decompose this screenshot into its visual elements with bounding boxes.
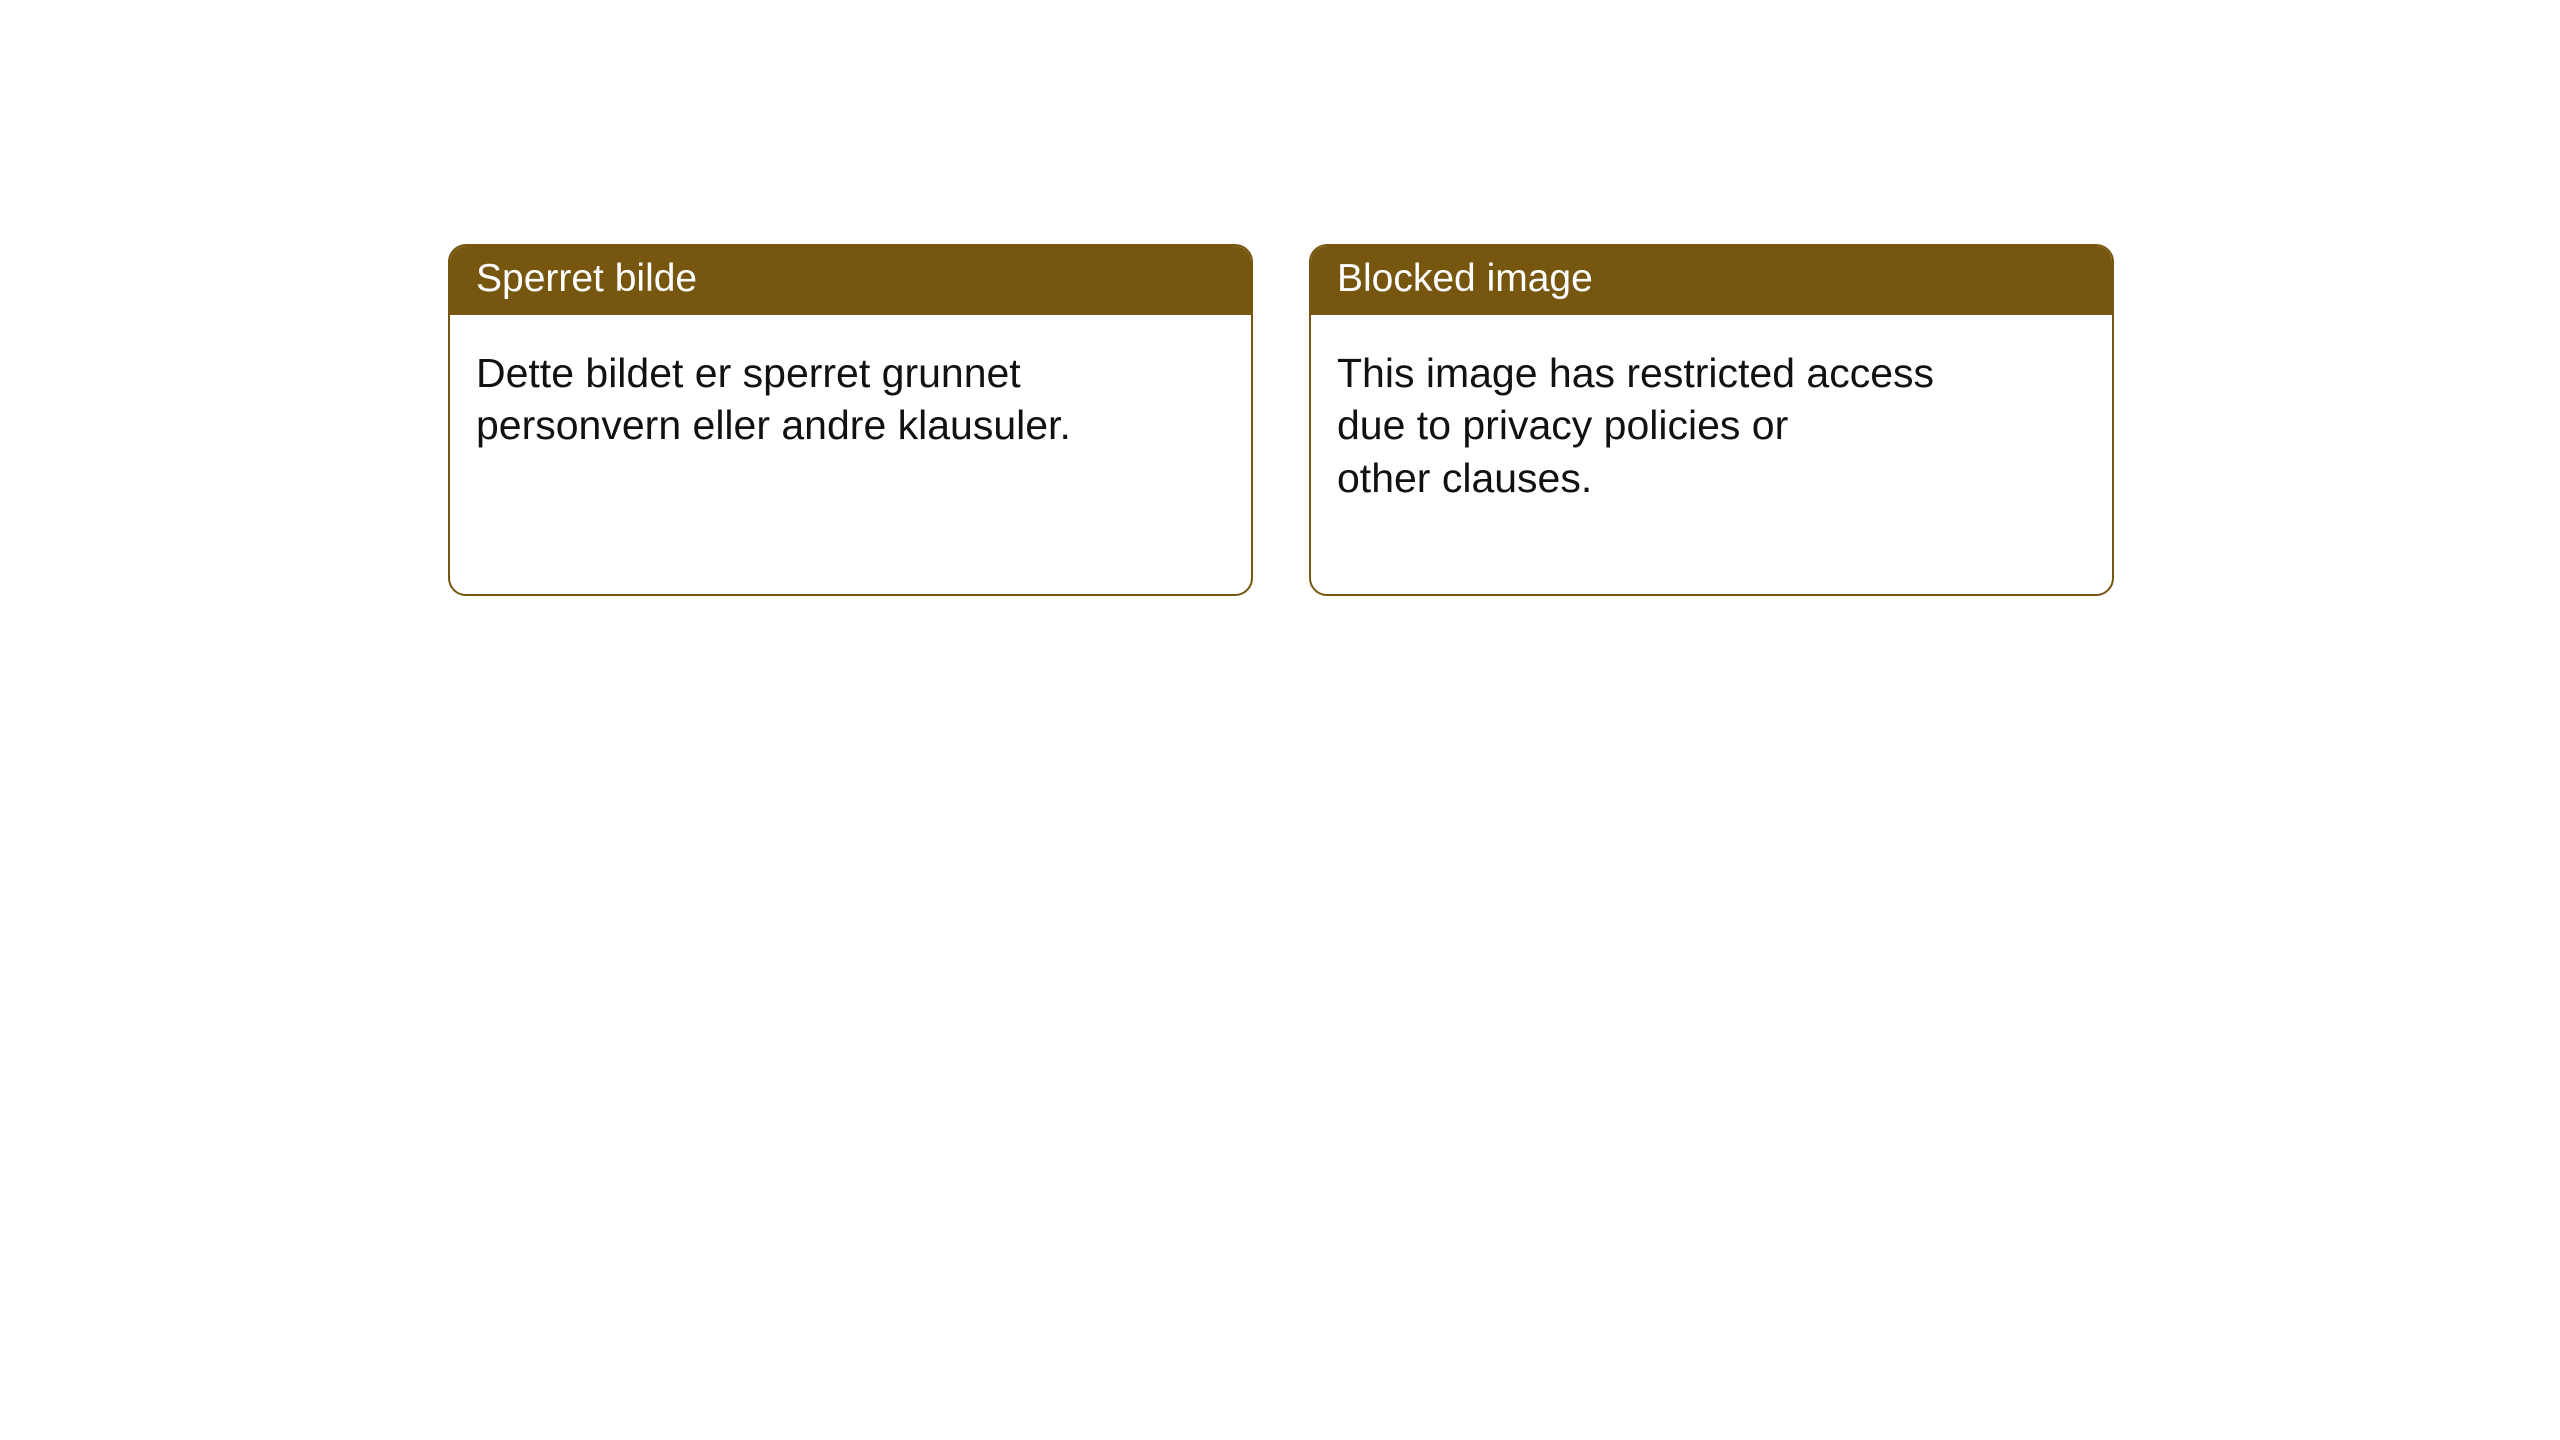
card-body: This image has restricted access due to … [1311,315,2112,594]
card-body: Dette bildet er sperret grunnet personve… [450,315,1251,542]
notice-row: Sperret bilde Dette bildet er sperret gr… [0,0,2560,596]
card-header: Blocked image [1311,246,2112,315]
card-header: Sperret bilde [450,246,1251,315]
blocked-image-card-no: Sperret bilde Dette bildet er sperret gr… [448,244,1253,596]
blocked-image-card-en: Blocked image This image has restricted … [1309,244,2114,596]
